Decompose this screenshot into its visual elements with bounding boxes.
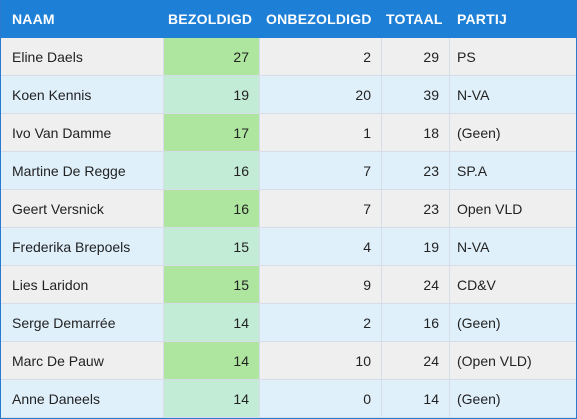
table-row: Geert Versnick 16 7 23 Open VLD (1, 190, 576, 228)
cell-totaal: 39 (382, 76, 450, 114)
cell-naam: Eline Daels (1, 38, 164, 76)
table-header: NAAM BEZOLDIGD ONBEZOLDIGD TOTAAL PARTIJ (1, 0, 576, 38)
cell-partij: PS (450, 38, 576, 76)
table-row: Anne Daneels 14 0 14 (Geen) (1, 380, 576, 418)
cell-totaal: 23 (382, 190, 450, 228)
cell-totaal: 19 (382, 228, 450, 266)
table-body: Eline Daels 27 2 29 PS Koen Kennis 19 20… (1, 38, 576, 418)
cell-bezoldigd: 14 (164, 380, 260, 418)
cell-totaal: 16 (382, 304, 450, 342)
cell-bezoldigd: 16 (164, 190, 260, 228)
cell-totaal: 29 (382, 38, 450, 76)
cell-onbezoldigd: 1 (260, 114, 382, 152)
column-header-naam[interactable]: NAAM (12, 11, 55, 27)
cell-totaal: 14 (382, 380, 450, 418)
column-header-totaal[interactable]: TOTAAL (386, 11, 443, 27)
cell-naam: Koen Kennis (1, 76, 164, 114)
cell-onbezoldigd: 9 (260, 266, 382, 304)
cell-onbezoldigd: 20 (260, 76, 382, 114)
cell-bezoldigd: 15 (164, 228, 260, 266)
cell-naam: Serge Demarrée (1, 304, 164, 342)
column-header-bezoldigd[interactable]: BEZOLDIGD (168, 11, 253, 27)
cell-bezoldigd: 14 (164, 304, 260, 342)
cell-onbezoldigd: 4 (260, 228, 382, 266)
cell-onbezoldigd: 2 (260, 38, 382, 76)
cell-onbezoldigd: 10 (260, 342, 382, 380)
cell-onbezoldigd: 7 (260, 152, 382, 190)
cell-partij: CD&V (450, 266, 576, 304)
cell-partij: (Geen) (450, 304, 576, 342)
cell-onbezoldigd: 0 (260, 380, 382, 418)
cell-onbezoldigd: 7 (260, 190, 382, 228)
cell-bezoldigd: 16 (164, 152, 260, 190)
table-row: Koen Kennis 19 20 39 N-VA (1, 76, 576, 114)
cell-bezoldigd: 17 (164, 114, 260, 152)
cell-onbezoldigd: 2 (260, 304, 382, 342)
table-row: Lies Laridon 15 9 24 CD&V (1, 266, 576, 304)
table-row: Eline Daels 27 2 29 PS (1, 38, 576, 76)
cell-naam: Frederika Brepoels (1, 228, 164, 266)
cell-partij: SP.A (450, 152, 576, 190)
cell-partij: N-VA (450, 228, 576, 266)
cell-partij: N-VA (450, 76, 576, 114)
cell-naam: Ivo Van Damme (1, 114, 164, 152)
table-row: Frederika Brepoels 15 4 19 N-VA (1, 228, 576, 266)
cell-partij: Open VLD (450, 190, 576, 228)
column-header-partij[interactable]: PARTIJ (457, 11, 507, 27)
cell-totaal: 24 (382, 266, 450, 304)
cell-partij: (Geen) (450, 114, 576, 152)
cell-bezoldigd: 27 (164, 38, 260, 76)
table-row: Ivo Van Damme 17 1 18 (Geen) (1, 114, 576, 152)
cell-naam: Geert Versnick (1, 190, 164, 228)
cell-partij: (Open VLD) (450, 342, 576, 380)
cell-bezoldigd: 14 (164, 342, 260, 380)
cell-bezoldigd: 19 (164, 76, 260, 114)
table-row: Serge Demarrée 14 2 16 (Geen) (1, 304, 576, 342)
cell-totaal: 18 (382, 114, 450, 152)
cell-naam: Marc De Pauw (1, 342, 164, 380)
cell-naam: Anne Daneels (1, 380, 164, 418)
table-row: Martine De Regge 16 7 23 SP.A (1, 152, 576, 190)
cell-partij: (Geen) (450, 380, 576, 418)
cell-totaal: 24 (382, 342, 450, 380)
table-row: Marc De Pauw 14 10 24 (Open VLD) (1, 342, 576, 380)
column-header-onbezoldigd[interactable]: ONBEZOLDIGD (266, 11, 372, 27)
cell-naam: Lies Laridon (1, 266, 164, 304)
cell-bezoldigd: 15 (164, 266, 260, 304)
cell-naam: Martine De Regge (1, 152, 164, 190)
cell-totaal: 23 (382, 152, 450, 190)
